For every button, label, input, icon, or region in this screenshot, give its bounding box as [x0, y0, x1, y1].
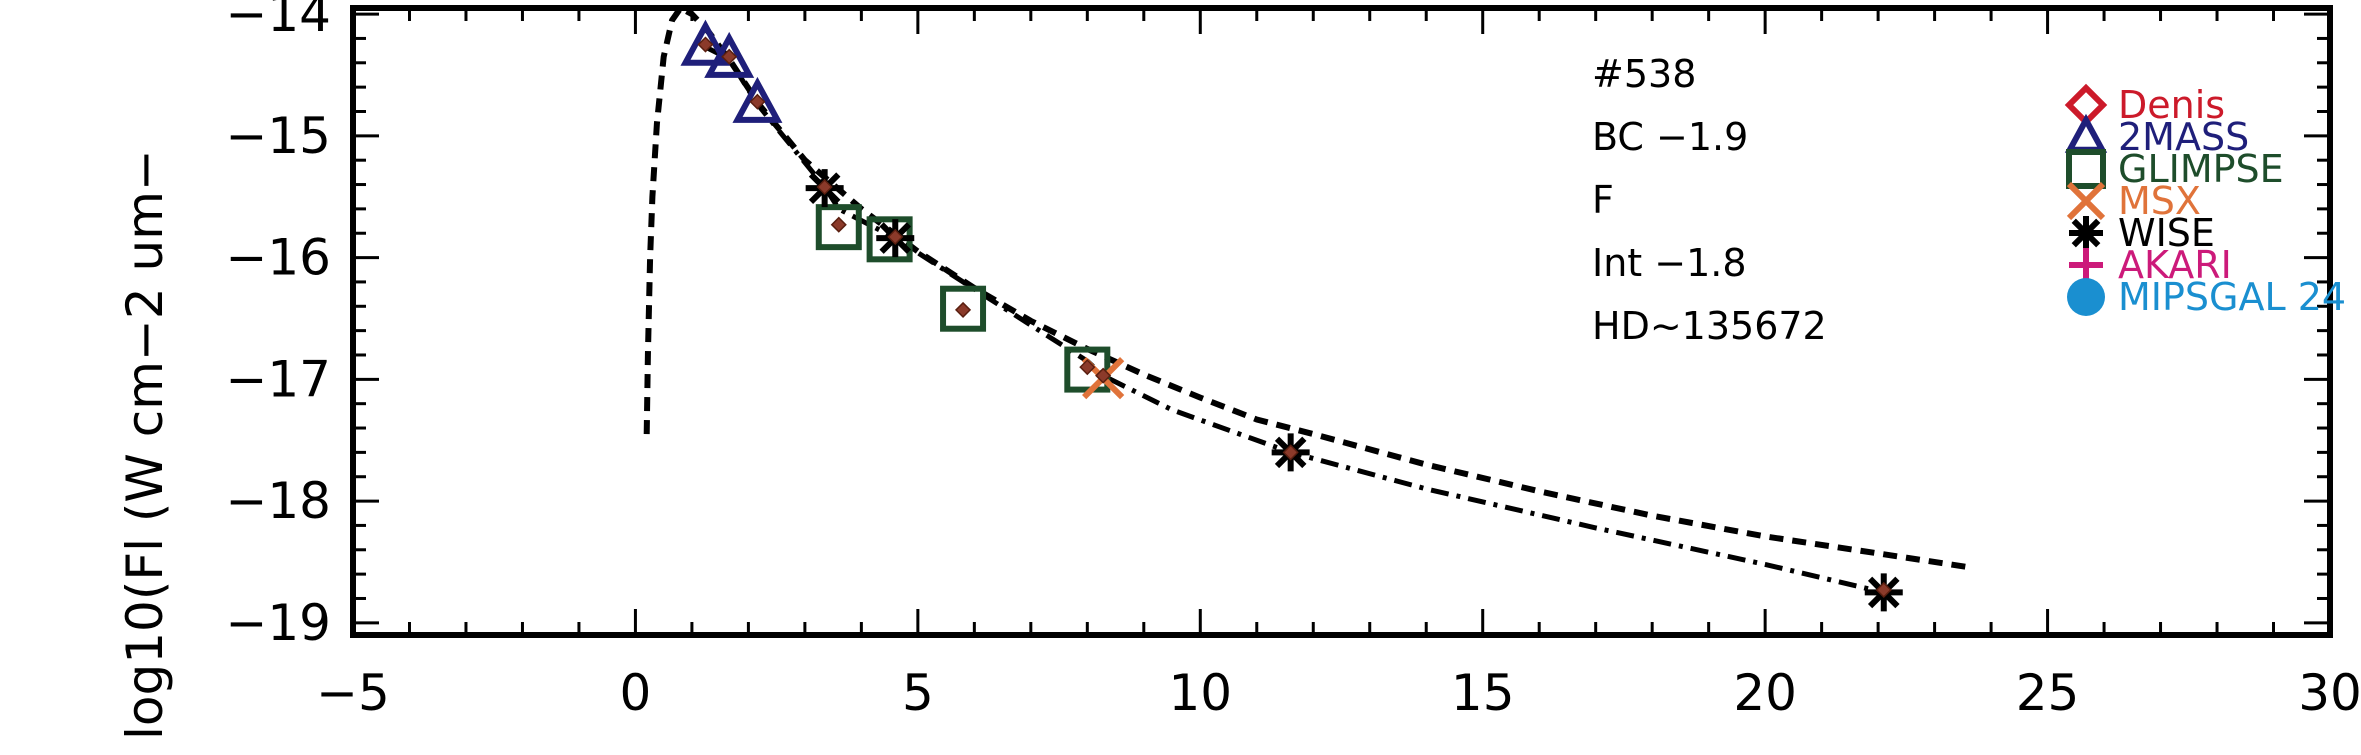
- legend-marker-glimpse: [2066, 149, 2106, 189]
- data-point-2mass: [732, 76, 783, 123]
- x-tick-label: 20: [1733, 664, 1797, 722]
- annotation-line: HD~135672: [1592, 304, 1827, 348]
- annotation-line: #538: [1592, 52, 1696, 96]
- axes-layer: −5 0 5 10 15 20 25 30 −14 −15 −16 −17 −18 −19: [225, 0, 2361, 722]
- x-tick-label: 30: [2298, 664, 2361, 722]
- data-point-2mass: [680, 19, 731, 66]
- legend-label: MIPSGAL 24: [2118, 275, 2346, 319]
- x-tick-label: 10: [1168, 664, 1232, 722]
- model-point: [816, 178, 833, 196]
- legend-marker-wise: [2069, 216, 2103, 250]
- y-tick-label: −17: [225, 350, 331, 408]
- data-point-2mass: [704, 31, 755, 78]
- y-tick-label: −15: [225, 107, 331, 165]
- y-tick-label: −14: [225, 0, 331, 43]
- model-point: [1282, 444, 1299, 461]
- legend-marker-msx: [2066, 181, 2106, 221]
- model-point: [697, 36, 714, 53]
- y-axis-label: log10(Fl (W cm−2 um−: [116, 149, 174, 740]
- legend-marker-2mass: [2064, 113, 2108, 153]
- x-tick-label: 15: [1451, 664, 1515, 722]
- data-point-glimpse: [940, 285, 987, 332]
- legend-marker-akari: [2069, 248, 2103, 282]
- annotation-line: F: [1592, 178, 1614, 222]
- annotation-line: Int −1.8: [1592, 241, 1747, 285]
- blackbody-curve: [643, 4, 1975, 571]
- legend-label: WISE: [2118, 211, 2215, 255]
- legend-marker-mipsgal-24: [2067, 278, 2105, 316]
- curves-layer: [643, 4, 1975, 595]
- model-point: [887, 228, 904, 245]
- model-points-layer: [697, 36, 1892, 599]
- annotations: #538 BC −1.9 F Int −1.8 HD~135672: [1592, 52, 1827, 348]
- legend-label: 2MASS: [2118, 115, 2249, 159]
- data-point-glimpse: [815, 204, 862, 251]
- model-point: [721, 48, 738, 65]
- legend-label: AKARI: [2118, 243, 2232, 287]
- annotation-line: BC −1.9: [1592, 115, 1748, 159]
- legend-label: MSX: [2118, 179, 2201, 223]
- x-tick-label: 5: [902, 664, 934, 722]
- y-tick-label: −16: [225, 229, 331, 287]
- model-point: [749, 93, 766, 110]
- model-point: [1875, 581, 1892, 599]
- model-point: [1095, 367, 1112, 384]
- legend-label: Denis: [2118, 83, 2225, 127]
- x-tick-label: 0: [620, 664, 652, 722]
- model-point: [954, 301, 972, 318]
- y-tick-label: −18: [225, 472, 331, 530]
- x-tick-label: −5: [316, 664, 390, 722]
- x-tick-label: 25: [2016, 664, 2080, 722]
- plot-frame: [350, 5, 2333, 638]
- model-point: [830, 216, 847, 233]
- data-point-glimpse: [1064, 346, 1111, 393]
- legend-label: GLIMPSE: [2118, 147, 2284, 191]
- y-tick-label: −19: [225, 594, 331, 652]
- model-point: [1079, 359, 1096, 376]
